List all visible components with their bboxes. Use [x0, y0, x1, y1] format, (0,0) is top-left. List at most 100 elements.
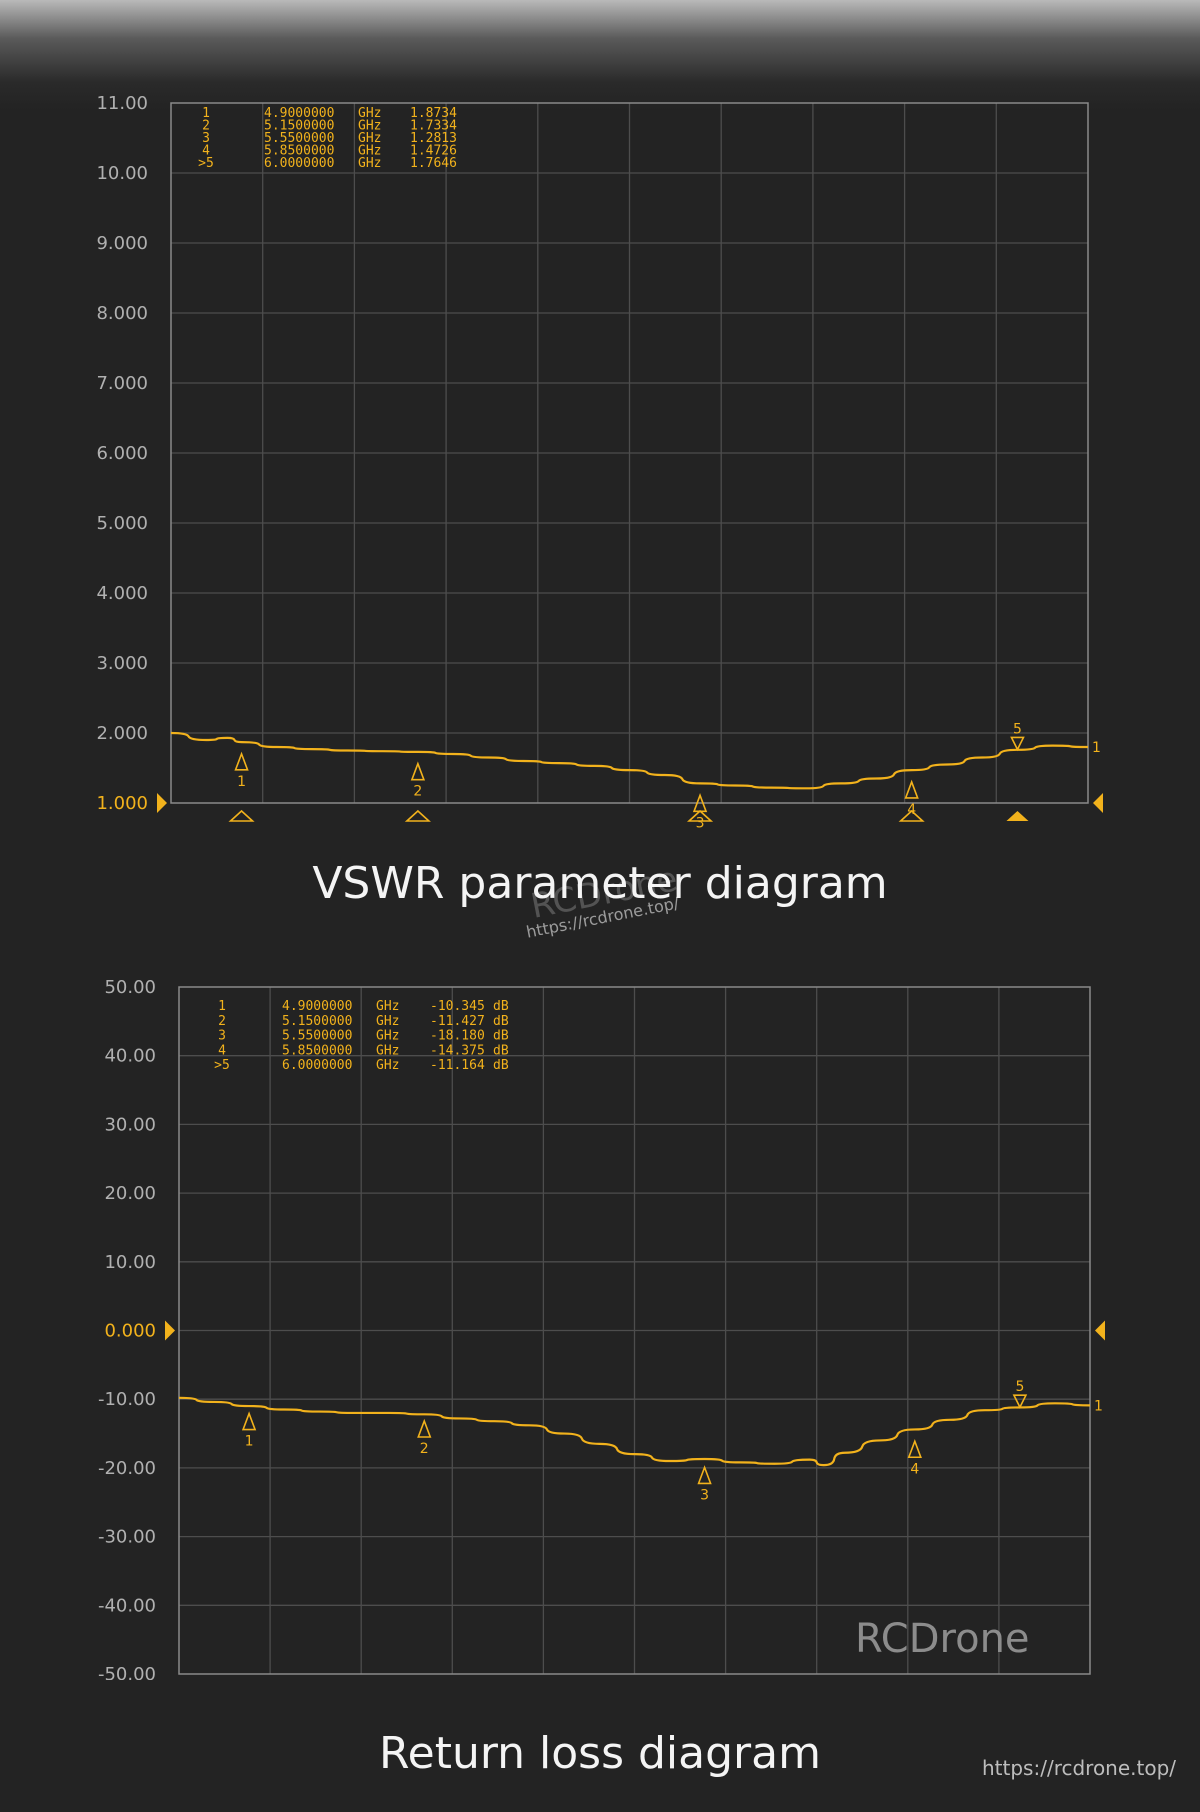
- marker-triangle: [904, 779, 919, 799]
- readout-frequency-unit: GHz: [358, 106, 381, 121]
- plot-frame: [170, 102, 1089, 804]
- marker-triangle: [234, 751, 249, 771]
- marker-triangle: [417, 1418, 432, 1438]
- readout-frequency: 5.5500000: [282, 1029, 352, 1044]
- readout-frequency: 5.8500000: [264, 144, 334, 159]
- readout-frequency-unit: GHz: [376, 1029, 399, 1044]
- readout-value-unit: dB: [493, 999, 509, 1014]
- return-loss-caption: Return loss diagram: [379, 1728, 821, 1779]
- marker-label: 5: [1013, 721, 1022, 737]
- y-tick-label: 10.00: [96, 163, 148, 184]
- plot-frame: [178, 986, 1091, 1675]
- readout-frequency-unit: GHz: [358, 156, 381, 171]
- readout-value-unit: dB: [493, 1043, 509, 1058]
- marker-position-indicator: [404, 809, 431, 822]
- trace-line: [170, 731, 1089, 790]
- trace-label: 1: [1094, 1398, 1103, 1414]
- readout-frequency: 5.1500000: [282, 1014, 352, 1029]
- reference-arrow-right: [1093, 793, 1103, 813]
- y-tick-label: 8.000: [96, 303, 148, 324]
- marker-label: 1: [237, 774, 246, 790]
- marker-label: 3: [696, 815, 705, 831]
- marker-label: 2: [413, 784, 422, 800]
- y-tick-label: 11.00: [96, 93, 148, 114]
- readout-marker-id: 4: [202, 144, 210, 159]
- readout-marker-id: 1: [218, 999, 226, 1014]
- readout-value: -10.345: [430, 999, 485, 1014]
- watermark-corner-brand: RCDrone: [855, 1616, 1030, 1662]
- y-tick-label: -20.00: [98, 1458, 156, 1479]
- y-tick-label: 0.000: [104, 1321, 156, 1342]
- y-tick-label: 4.000: [96, 583, 148, 604]
- marker-triangle: [907, 1438, 922, 1459]
- readout-frequency: 5.5500000: [264, 131, 334, 146]
- return-loss-chart: 50.00 40.00 30.00 20.00 10.00 0.000 -10.00 -20.…: [98, 977, 1105, 1680]
- marker-triangle: [410, 761, 426, 781]
- readout-value: -14.375: [430, 1043, 485, 1058]
- reference-arrow-left: [157, 793, 167, 813]
- y-tick-label: 9.000: [96, 233, 148, 254]
- readout-marker-id: 2: [202, 119, 210, 134]
- readout-frequency: 5.8500000: [282, 1043, 352, 1058]
- marker-label: 4: [910, 1461, 919, 1477]
- readout-frequency-unit: GHz: [376, 1043, 399, 1058]
- readout-frequency-unit: GHz: [376, 1058, 399, 1073]
- marker-label: 5: [1015, 1379, 1024, 1395]
- vswr-caption: VSWR parameter diagram: [312, 858, 888, 909]
- marker-position-indicator: [228, 809, 255, 822]
- y-tick-label: 50.00: [104, 977, 156, 998]
- y-tick-label: 6.000: [96, 443, 148, 464]
- marker-readout-table: 1 4.9000000 GHz -10.345 dB 2 5.1500000 GHz -11.4…: [214, 999, 509, 1073]
- readout-value: -18.180: [430, 1029, 485, 1044]
- readout-marker-id: >5: [214, 1058, 230, 1073]
- footer-url: https://rcdrone.top/: [982, 1756, 1177, 1780]
- readout-value: -11.427: [430, 1014, 485, 1029]
- y-tick-label: -40.00: [98, 1595, 156, 1616]
- y-tick-label: -10.00: [98, 1389, 156, 1410]
- marker-triangle: [1010, 736, 1025, 752]
- readout-frequency: 6.0000000: [282, 1058, 352, 1073]
- readout-marker-id: 2: [218, 1014, 226, 1029]
- y-tick-label: 1.000: [96, 793, 148, 814]
- readout-marker-id: 4: [218, 1043, 226, 1058]
- y-tick-label: 5.000: [96, 513, 148, 534]
- y-tick-label: 2.000: [96, 723, 148, 744]
- marker-triangle: [1012, 1394, 1028, 1409]
- marker-label: 1: [245, 1434, 254, 1450]
- readout-marker-id: 3: [202, 131, 210, 146]
- readout-value: 1.7646: [410, 156, 457, 171]
- trace-line: [178, 1396, 1091, 1467]
- readout-value: 1.4726: [410, 144, 457, 159]
- y-tick-label: 20.00: [104, 1183, 156, 1204]
- vswr-chart: 11.00 10.00 9.000 8.000 7.000 6.000 5.000 4.000…: [96, 93, 1103, 831]
- marker-position-indicator: [898, 809, 925, 822]
- readout-frequency-unit: GHz: [376, 999, 399, 1014]
- readout-frequency: 4.9000000: [282, 999, 352, 1014]
- reference-arrow-left: [165, 1320, 175, 1341]
- marker-label: 2: [420, 1441, 429, 1457]
- readout-frequency-unit: GHz: [358, 119, 381, 134]
- grid: [179, 987, 1090, 1674]
- grid: [171, 103, 1088, 803]
- marker-label: 3: [700, 1487, 709, 1503]
- marker-readout-table: 1 4.9000000 GHz 1.8734 2 5.1500000 GHz 1.7334 3 5…: [198, 106, 457, 171]
- y-tick-label: 10.00: [104, 1252, 156, 1273]
- readout-marker-id: >5: [198, 156, 214, 171]
- y-tick-label: 7.000: [96, 373, 148, 394]
- readout-frequency-unit: GHz: [358, 144, 381, 159]
- readout-marker-id: 1: [202, 106, 210, 121]
- marker-triangle: [697, 1465, 712, 1485]
- marker-position-indicator-active: [1006, 811, 1029, 821]
- y-tick-label: 3.000: [96, 653, 148, 674]
- marker-position-indicator: [686, 809, 714, 822]
- readout-value: -11.164: [430, 1058, 485, 1073]
- marker-triangle: [241, 1411, 257, 1431]
- readout-value-unit: dB: [493, 1058, 509, 1073]
- readout-value: 1.2813: [410, 131, 457, 146]
- y-tick-label: 30.00: [104, 1114, 156, 1135]
- y-tick-label: -50.00: [98, 1664, 156, 1680]
- readout-frequency: 6.0000000: [264, 156, 334, 171]
- readout-value: 1.8734: [410, 106, 457, 121]
- y-tick-label: -30.00: [98, 1527, 156, 1548]
- readout-value-unit: dB: [493, 1014, 509, 1029]
